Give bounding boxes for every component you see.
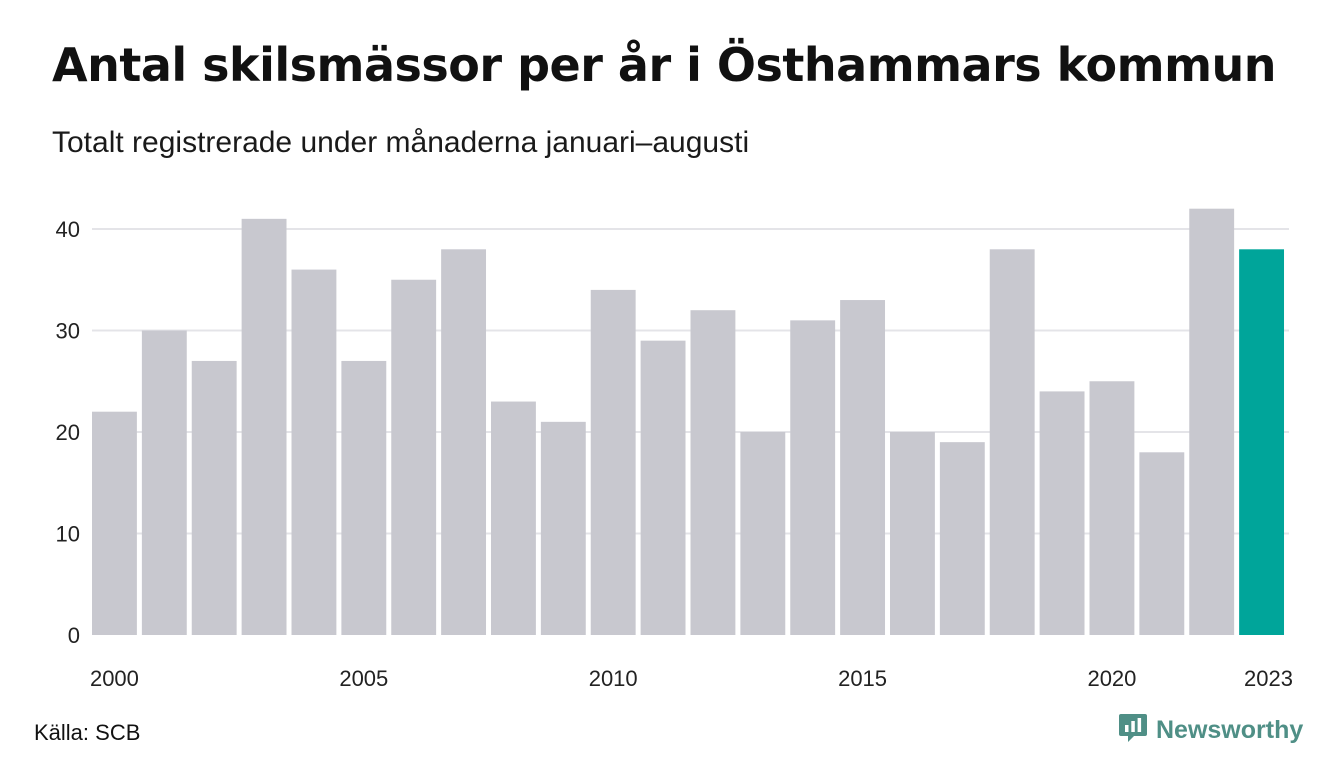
y-tick-label: 30 bbox=[56, 319, 80, 344]
bar-2023 bbox=[1239, 249, 1285, 636]
bar-2012 bbox=[690, 310, 736, 635]
bar-2015 bbox=[840, 300, 886, 635]
x-tick-label: 2010 bbox=[589, 666, 638, 691]
y-axis-ticks: 0 10 20 30 40 bbox=[56, 217, 80, 648]
chart-title: Antal skilsmässor per år i Östhammars ko… bbox=[52, 38, 1277, 92]
bar-2005 bbox=[341, 360, 387, 635]
bar-2008 bbox=[491, 401, 536, 635]
bar-2014 bbox=[790, 320, 836, 635]
brand-logo[interactable]: Newsworthy bbox=[1118, 712, 1303, 749]
x-tick-label: 2020 bbox=[1087, 666, 1136, 691]
bars bbox=[92, 208, 1285, 636]
x-tick-label: 2015 bbox=[838, 666, 887, 691]
chart-subtitle: Totalt registrerade under månaderna janu… bbox=[52, 126, 750, 159]
y-tick-label: 20 bbox=[56, 420, 80, 445]
x-axis-ticks: 2000 2005 2010 2015 2020 2023 bbox=[90, 666, 1293, 691]
brand-name: Newsworthy bbox=[1156, 716, 1304, 744]
bar-2011 bbox=[640, 340, 686, 635]
y-tick-label: 10 bbox=[56, 522, 80, 547]
bar-2000 bbox=[92, 411, 137, 635]
bar-2003 bbox=[241, 218, 287, 635]
bar-2020 bbox=[1089, 381, 1135, 635]
bar-2001 bbox=[141, 330, 187, 635]
bar-2007 bbox=[441, 249, 487, 636]
bar-2021 bbox=[1139, 452, 1185, 635]
bar-2017 bbox=[939, 442, 985, 635]
bar-chart: 0 10 20 30 40 2000 2005 2010 2015 2020 2023 bbox=[56, 208, 1293, 691]
y-tick-label: 0 bbox=[68, 623, 80, 648]
bar-2009 bbox=[540, 421, 586, 635]
bar-2013 bbox=[740, 432, 786, 635]
x-tick-label: 2000 bbox=[90, 666, 139, 691]
newsworthy-logo-icon bbox=[1118, 712, 1148, 749]
bar-2016 bbox=[890, 432, 935, 635]
source-note: Källa: SCB bbox=[34, 720, 141, 745]
bar-2010 bbox=[590, 289, 636, 635]
y-tick-label: 40 bbox=[56, 217, 80, 242]
x-tick-label: 2005 bbox=[339, 666, 388, 691]
bar-2019 bbox=[1039, 391, 1085, 635]
bar-2006 bbox=[391, 279, 437, 635]
bar-2002 bbox=[191, 360, 237, 635]
bar-2004 bbox=[291, 269, 337, 635]
bar-2018 bbox=[989, 249, 1035, 636]
x-tick-label: 2023 bbox=[1244, 666, 1293, 691]
bar-2022 bbox=[1189, 208, 1235, 635]
